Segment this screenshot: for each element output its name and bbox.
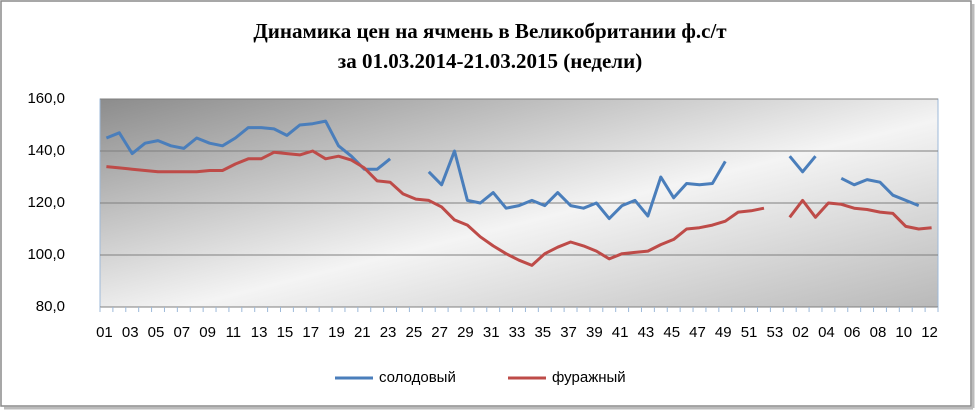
x-tick-label: 37 [560,324,577,341]
x-tick-label: 49 [715,324,732,341]
x-tick-label: 35 [534,324,551,341]
x-tick-label: 17 [302,324,319,341]
x-tick-label: 29 [457,324,474,341]
y-tick-label: 100,0 [27,246,65,263]
chart-title: Динамика цен на ячмень в Великобритании … [253,19,727,43]
chart-subtitle: за 01.03.2014-21.03.2015 (недели) [338,49,642,73]
x-tick-label: 47 [689,324,706,341]
x-tick-label: 11 [226,324,242,341]
x-tick-label: 03 [122,324,139,341]
x-tick-label: 45 [663,324,680,341]
x-tick-label: 23 [380,324,397,341]
x-tick-label: 25 [406,324,423,341]
y-tick-label: 80,0 [36,298,65,315]
x-tick-label: 05 [148,324,165,341]
legend-label: солодовый [379,369,456,386]
x-tick-label: 43 [638,324,655,341]
x-tick-label: 19 [328,324,345,341]
x-tick-label: 09 [199,324,216,341]
x-tick-label: 08 [870,324,887,341]
x-tick-label: 12 [921,324,938,341]
x-tick-label: 27 [431,324,448,341]
x-tick-label: 06 [844,324,861,341]
x-tick-label: 10 [895,324,912,341]
legend-label: фуражный [552,369,626,386]
x-tick-label: 31 [483,324,500,341]
x-tick-label: 21 [354,324,371,341]
x-tick-label: 41 [612,324,629,341]
x-tick-label: 33 [509,324,526,341]
x-tick-label: 13 [251,324,268,341]
x-tick-label: 01 [96,324,113,341]
y-tick-label: 140,0 [27,142,65,159]
x-tick-label: 39 [586,324,603,341]
x-tick-label: 02 [792,324,809,341]
x-tick-label: 51 [741,324,758,341]
x-tick-label: 53 [767,324,784,341]
x-tick-label: 15 [277,324,294,341]
y-tick-label: 160,0 [27,90,65,107]
x-tick-label: 07 [173,324,190,341]
series-line [106,149,932,267]
series-line [105,119,920,221]
y-tick-label: 120,0 [27,194,65,211]
x-tick-label: 04 [818,324,835,341]
